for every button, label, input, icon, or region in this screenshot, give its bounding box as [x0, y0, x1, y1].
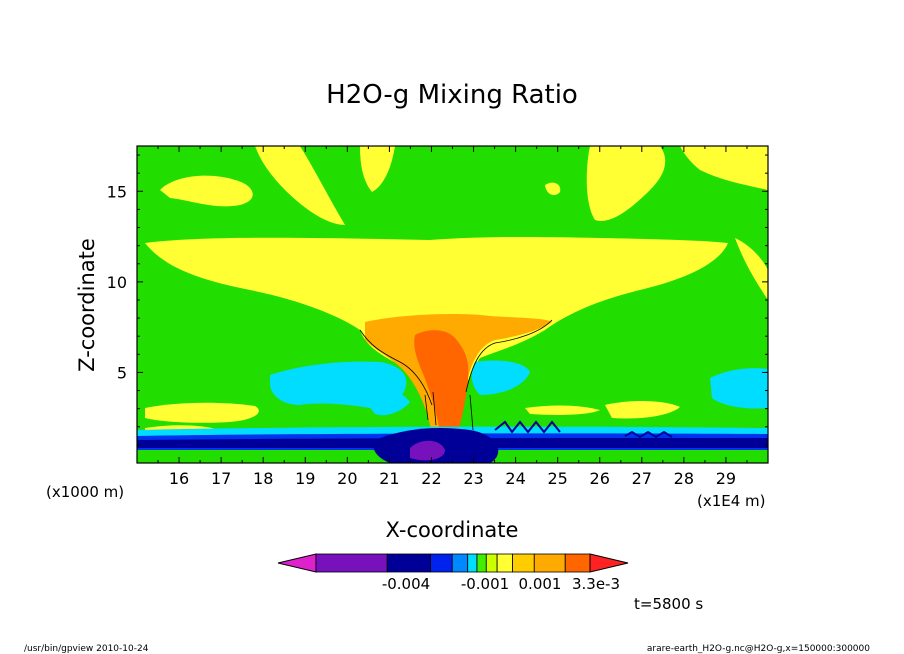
x-tick-label: 17	[211, 469, 231, 488]
colorbar-segment	[486, 554, 497, 572]
x-tick-label: 25	[547, 469, 567, 488]
colorbar-label: -0.001	[461, 575, 509, 593]
x-tick-label: 19	[295, 469, 315, 488]
x-tick-label: 16	[169, 469, 189, 488]
colorbar-segment	[497, 554, 512, 572]
x-tick-label: 24	[505, 469, 525, 488]
time-label: t=5800 s	[634, 595, 703, 613]
colorbar-left-arrow	[278, 554, 316, 572]
x-tick-label: 23	[463, 469, 483, 488]
colorbar-segment	[387, 554, 430, 572]
colorbar	[278, 554, 628, 572]
y-tick-label: 15	[107, 182, 127, 201]
x-unit-label: (x1000 m)	[46, 483, 124, 501]
x-tick-label: 28	[674, 469, 694, 488]
x-scale-note: (x1E4 m)	[697, 492, 766, 510]
colorbar-segment	[513, 554, 535, 572]
footer-left: /usr/bin/gpview 2010-10-24	[24, 644, 149, 654]
colorbar-segment	[452, 554, 467, 572]
footer-right: arare-earth_H2O-g.nc@H2O-g,x=150000:3000…	[647, 644, 870, 654]
colorbar-segment	[468, 554, 477, 572]
colorbar-right-arrow	[590, 554, 628, 572]
colorbar-segment	[477, 554, 486, 572]
x-tick-label: 22	[421, 469, 441, 488]
colorbar-segment	[316, 554, 387, 572]
y-tick-label: 10	[107, 273, 127, 292]
y-tick-label: 5	[117, 363, 127, 382]
colorbar-segment	[534, 554, 565, 572]
colorbar-label: 3.3e-3	[572, 575, 620, 593]
colorbar-segment	[431, 554, 453, 572]
colorbar-segment	[565, 554, 590, 572]
x-tick-label: 20	[337, 469, 357, 488]
low-yellow-band	[145, 403, 259, 423]
x-tick-label: 26	[590, 469, 610, 488]
chart-title: H2O-g Mixing Ratio	[326, 80, 578, 110]
colorbar-label: 0.001	[519, 575, 562, 593]
plot-area	[137, 146, 768, 463]
colorbar-labels: -0.004 -0.001 0.001 3.3e-3	[382, 575, 620, 593]
y-axis-label: Z-coordinate	[75, 238, 99, 372]
x-tick-label: 18	[253, 469, 273, 488]
x-tick-label: 29	[716, 469, 736, 488]
x-axis-label: X-coordinate	[386, 518, 519, 542]
x-tick-label: 21	[379, 469, 399, 488]
colorbar-label: -0.004	[382, 575, 430, 593]
x-tick-label: 27	[632, 469, 652, 488]
